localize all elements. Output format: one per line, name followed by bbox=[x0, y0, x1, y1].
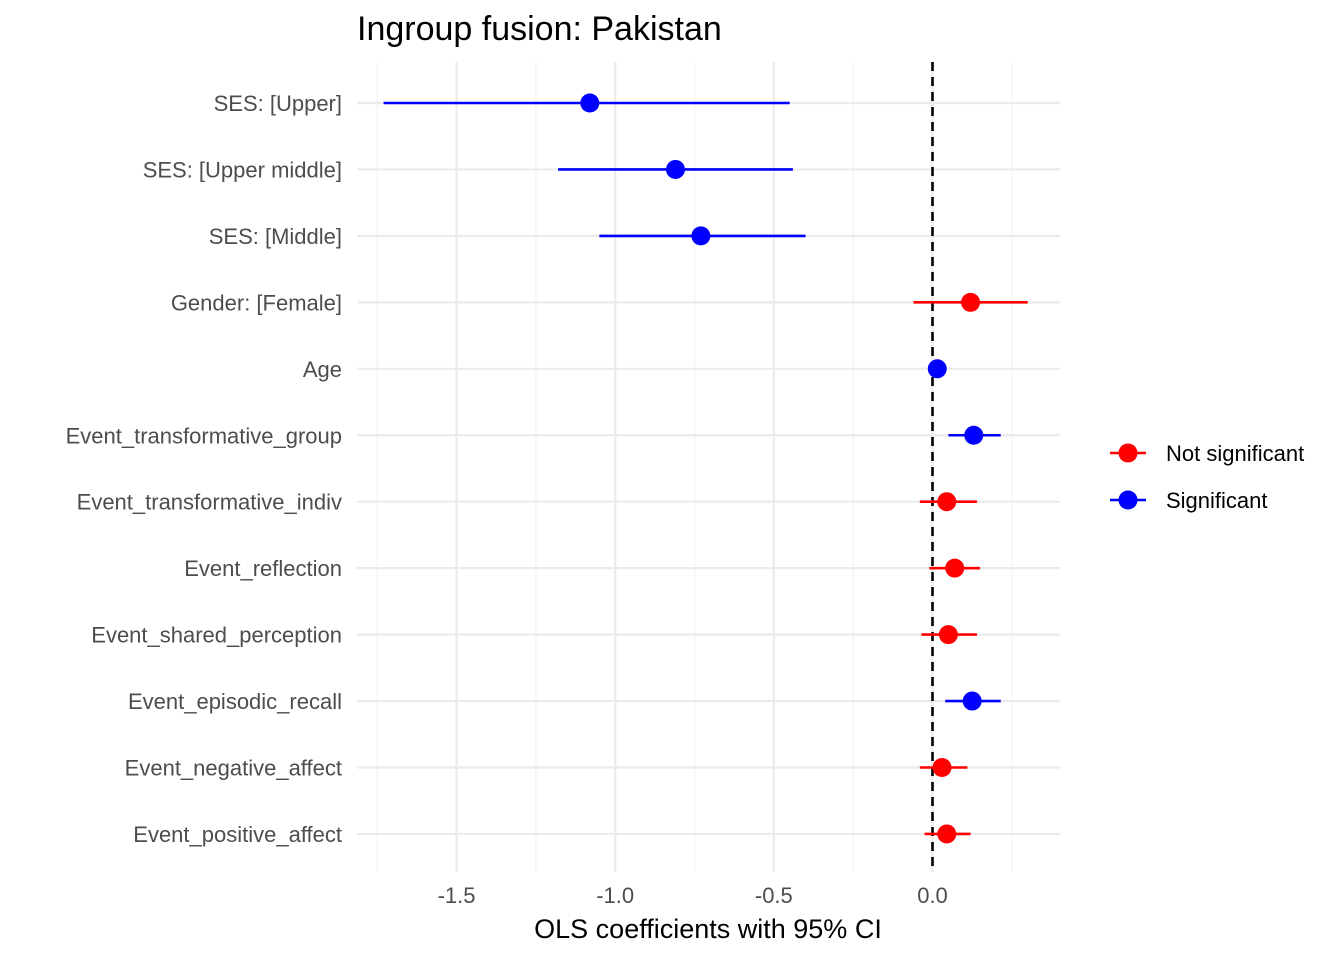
y-tick-label: Event_reflection bbox=[184, 556, 342, 581]
y-tick-label: Event_transformative_group bbox=[66, 423, 342, 448]
estimate-point bbox=[962, 691, 982, 711]
estimate-point bbox=[937, 492, 957, 512]
y-tick-label: SES: [Upper middle] bbox=[143, 157, 342, 182]
y-tick-label: Event_negative_affect bbox=[125, 756, 342, 781]
legend-key-point bbox=[1118, 490, 1138, 510]
estimate-point bbox=[961, 292, 981, 312]
estimate-point bbox=[932, 758, 952, 777]
estimate-point bbox=[580, 93, 600, 113]
legend-entry-label: Not significant bbox=[1166, 441, 1304, 466]
y-tick-label: Event_shared_perception bbox=[91, 623, 342, 648]
y-tick-labels: SES: [Upper] SES: [Upper middle] SES: [Mid… bbox=[66, 91, 342, 847]
estimate-point bbox=[691, 226, 711, 246]
grid-layer bbox=[357, 62, 1060, 872]
chart-title: Ingroup fusion: Pakistan bbox=[357, 10, 722, 48]
y-tick-label: Event_transformative_indiv bbox=[77, 490, 342, 515]
y-tick-label: Age bbox=[303, 357, 342, 382]
legend-entry-label: Significant bbox=[1166, 488, 1268, 513]
y-tick-label: Event_episodic_recall bbox=[128, 689, 342, 714]
legend-key-point bbox=[1118, 443, 1138, 463]
y-tick-label: SES: [Middle] bbox=[209, 224, 342, 249]
estimate-point bbox=[964, 425, 984, 445]
x-tick-label: -1.5 bbox=[438, 883, 476, 908]
estimate-point bbox=[927, 359, 947, 379]
y-tick-label: Event_positive_affect bbox=[133, 822, 342, 847]
x-tick-label: -0.5 bbox=[755, 883, 793, 908]
y-tick-label: SES: [Upper] bbox=[214, 91, 342, 116]
ci-layer bbox=[383, 101, 1028, 836]
estimate-point bbox=[938, 625, 958, 645]
estimate-point bbox=[665, 159, 685, 179]
x-axis-label: OLS coefficients with 95% CI bbox=[534, 914, 882, 944]
legend: Not significant Significant bbox=[1110, 441, 1304, 513]
point-layer bbox=[580, 93, 984, 844]
x-tick-labels: -1.5 -1.0 -0.5 0.0 bbox=[438, 883, 948, 908]
x-tick-label: 0.0 bbox=[917, 883, 948, 908]
estimate-point bbox=[937, 824, 957, 844]
y-tick-label: Gender: [Female] bbox=[171, 290, 342, 315]
estimate-point bbox=[945, 558, 965, 578]
x-tick-label: -1.0 bbox=[596, 883, 634, 908]
